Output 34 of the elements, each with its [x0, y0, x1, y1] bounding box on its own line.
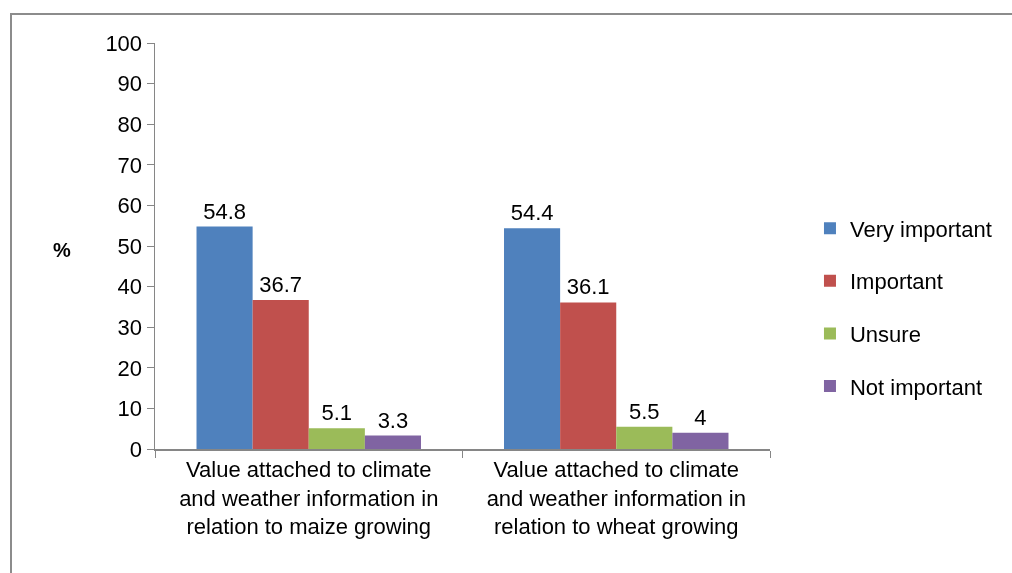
y-tick-label: 100 — [105, 30, 143, 56]
y-tick-label: 50 — [117, 233, 143, 259]
data-label: 54.4 — [510, 200, 554, 226]
legend-label: Very important — [849, 216, 992, 242]
y-tick-label: 30 — [117, 314, 143, 340]
data-label: 36.7 — [259, 272, 303, 297]
bar — [504, 228, 561, 449]
data-label: 3.3 — [377, 407, 409, 433]
bar — [196, 226, 253, 449]
legend-label: Important — [849, 269, 943, 295]
y-tick-label: 70 — [117, 152, 143, 178]
y-tick-label: 40 — [117, 274, 143, 300]
y-tick-label: 60 — [117, 193, 143, 219]
legend-label: Not important — [849, 374, 983, 400]
data-label: 36.1 — [566, 274, 610, 300]
bar — [364, 435, 421, 449]
y-tick-label: 0 — [129, 436, 143, 462]
x-tick-label: Value attached to climate and weather information in relation to maize growing — [179, 456, 439, 540]
y-tick-label: 90 — [117, 71, 143, 97]
data-label: 5.5 — [629, 398, 660, 424]
bar — [252, 300, 309, 449]
data-label: 4 — [694, 404, 707, 430]
y-tick-label: 20 — [117, 355, 143, 381]
bar — [616, 426, 673, 449]
bar — [560, 302, 617, 449]
legend-label: Unsure — [849, 322, 921, 348]
data-label: 5.1 — [321, 400, 353, 426]
y-tick-label: 10 — [117, 396, 143, 422]
bar — [308, 428, 365, 449]
y-axis-title: % — [53, 239, 71, 261]
bar — [672, 432, 729, 449]
y-tick-label: 80 — [117, 111, 143, 137]
x-tick-label: Value attached to climate and weather information in relation to wheat growing — [486, 456, 746, 540]
data-label: 54.8 — [203, 198, 246, 224]
